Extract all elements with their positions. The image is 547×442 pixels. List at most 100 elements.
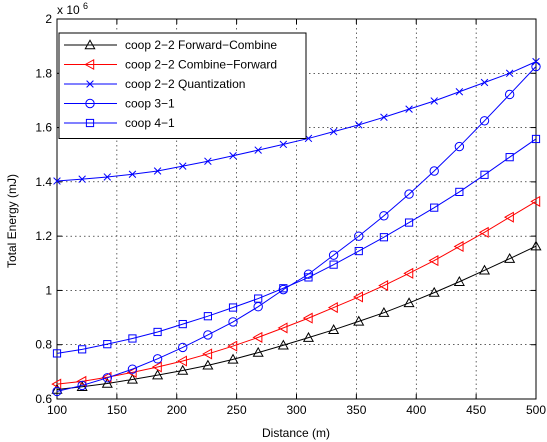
x-tick-label: 150	[107, 403, 127, 417]
y-tick-label: 1	[45, 283, 52, 297]
data-point-x	[178, 162, 187, 170]
data-point-x	[204, 157, 212, 165]
data-point-triangle-up	[177, 364, 189, 375]
data-point-triangle-up	[152, 369, 164, 380]
data-point-triangle-left	[51, 378, 62, 390]
x-tick-label: 450	[466, 403, 486, 417]
x-tick-label: 100	[47, 403, 67, 417]
x-tick-label: 350	[346, 403, 366, 417]
legend-marker-circle	[85, 98, 95, 109]
data-point-triangle-left	[403, 267, 414, 279]
data-point-circle	[52, 386, 62, 397]
legend-label: coop 2−2 Forward−Combine	[125, 38, 277, 52]
y-tick-label: 2	[45, 12, 52, 26]
data-point-circle	[152, 354, 163, 364]
data-point-circle	[354, 231, 364, 241]
legend-box	[58, 32, 307, 139]
data-point-x	[103, 173, 112, 181]
data-point-triangle-up	[428, 286, 440, 297]
data-point-triangle-up	[328, 324, 340, 334]
legend-label: coop 2−2 Combine−Forward	[125, 58, 277, 72]
data-point-circle	[127, 364, 138, 374]
data-point-circle	[379, 211, 389, 221]
data-point-square	[178, 319, 187, 329]
data-point-triangle-left	[428, 255, 439, 267]
data-point-triangle-left	[151, 361, 162, 373]
data-point-square	[455, 187, 464, 197]
data-point-triangle-left	[126, 366, 137, 378]
data-point-circle	[178, 342, 188, 353]
y-axis-multiplier-exponent: 6	[83, 1, 88, 11]
legend-entry: coop 2−2 Quantization	[64, 77, 245, 91]
series-1	[51, 240, 542, 394]
y-tick-label: 0.8	[35, 338, 52, 352]
data-point-triangle-left	[177, 355, 187, 367]
data-point-triangle-up	[478, 264, 491, 275]
data-point-triangle-up	[353, 315, 365, 326]
data-point-x	[405, 105, 413, 113]
data-point-circle	[328, 250, 339, 260]
data-point-triangle-left	[453, 240, 464, 253]
data-point-circle	[228, 317, 238, 327]
series-5	[52, 134, 541, 358]
data-point-triangle-up	[453, 276, 465, 286]
data-point-square	[103, 340, 112, 349]
data-point-triangle-up	[202, 359, 214, 370]
data-point-square	[228, 303, 238, 312]
data-point-triangle-left	[252, 331, 263, 343]
data-series	[51, 57, 542, 397]
data-point-triangle-left	[202, 348, 213, 360]
data-point-triangle-up	[101, 377, 113, 388]
data-point-triangle-up	[126, 373, 138, 384]
y-axis-multiplier-base: x 10	[57, 3, 80, 17]
series-3	[53, 57, 540, 185]
data-point-triangle-left	[353, 291, 363, 303]
data-point-x	[430, 97, 438, 105]
data-point-square	[354, 246, 363, 256]
data-point-x	[78, 175, 86, 183]
data-point-circle	[429, 166, 439, 176]
legend-marker-square	[85, 118, 95, 128]
x-tick-label: 500	[526, 403, 546, 417]
data-point-triangle-left	[503, 211, 514, 223]
data-point-circle	[77, 380, 87, 391]
data-point-square	[52, 349, 62, 358]
legend-marker-triangle-left	[84, 58, 95, 71]
data-point-triangle-left	[378, 279, 389, 292]
data-point-square	[153, 327, 162, 337]
legend-marker-x	[86, 80, 94, 88]
data-point-triangle-up	[504, 252, 516, 263]
data-point-square	[203, 312, 212, 321]
data-point-triangle-left	[76, 375, 87, 387]
data-point-circle	[531, 61, 541, 72]
legend-label: coop 2−2 Quantization	[125, 77, 245, 91]
data-point-triangle-left	[302, 312, 313, 324]
data-point-x	[153, 167, 162, 175]
data-point-square	[480, 170, 489, 179]
data-point-x	[254, 146, 262, 154]
axis-ticks: 100 150 200 250 300 350 400 450 500 0.6 0.8 1 1.2 1.4…	[35, 12, 546, 417]
data-point-triangle-up	[378, 306, 390, 317]
legend-label: coop 3−1	[125, 97, 175, 111]
data-point-triangle-up	[252, 346, 264, 357]
x-tick-label: 200	[167, 403, 187, 417]
y-axis-multiplier: x 10 6	[57, 1, 88, 17]
legend: coop 2−2 Forward−Combine coop 2−2 Combine…	[58, 32, 307, 139]
legend-entry: coop 4−1	[64, 116, 175, 130]
data-point-triangle-up	[51, 383, 63, 394]
data-point-circle	[454, 141, 465, 152]
data-point-square	[430, 203, 439, 212]
data-point-x	[505, 69, 514, 78]
data-point-triangle-left	[277, 322, 288, 334]
data-point-x	[380, 113, 388, 122]
data-point-circle	[404, 189, 414, 199]
series-line	[56, 61, 537, 182]
y-axis-label: Total Energy (mJ)	[5, 174, 19, 268]
data-point-x	[329, 127, 338, 136]
series-line	[56, 138, 537, 354]
data-point-circle	[102, 373, 112, 383]
y-tick-label: 1.8	[35, 66, 52, 80]
data-point-x	[355, 121, 363, 129]
legend-entry: coop 2−2 Combine−Forward	[64, 58, 277, 72]
data-point-circle	[479, 116, 490, 126]
